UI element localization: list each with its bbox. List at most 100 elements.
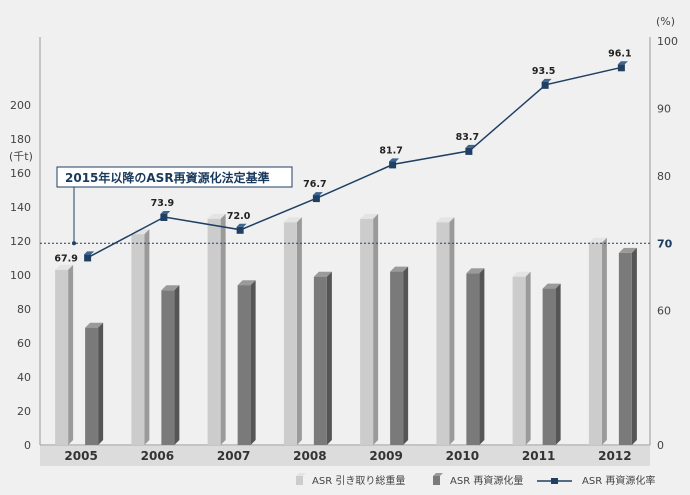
bar-total-weight-top: [360, 213, 379, 219]
left-tick-label: 180: [10, 133, 31, 146]
right-tick-label: 60: [657, 305, 671, 318]
bar-total-weight-side: [373, 213, 379, 445]
legend-swatch-total: [296, 476, 303, 485]
rate-data-label: 83.7: [456, 132, 479, 143]
rate-data-label: 73.9: [151, 198, 174, 209]
right-tick-label: 90: [657, 102, 671, 115]
left-axis-unit: (千t): [9, 150, 33, 163]
bar-total-weight: [55, 269, 69, 445]
bar-recycled-amount-side: [555, 283, 561, 445]
bar-recycled-amount: [466, 273, 480, 445]
bar-recycled-amount-side: [631, 247, 637, 445]
rate-marker-top: [389, 158, 400, 162]
x-tick-label: 2012: [598, 449, 631, 463]
rate-line: [87, 66, 623, 259]
bar-recycled-amount: [313, 276, 327, 445]
rate-data-label: 67.9: [54, 253, 77, 264]
rate-marker-top: [160, 210, 171, 214]
bar-recycled-amount-top: [85, 322, 104, 328]
bar-total-weight: [207, 218, 221, 445]
rate-marker: [160, 213, 168, 221]
bar-recycled-amount: [85, 327, 99, 445]
bar-total-weight: [512, 276, 526, 445]
legend-swatch-recycled-top: [433, 473, 443, 476]
rate-marker: [236, 226, 244, 234]
left-tick-label: 120: [10, 235, 31, 248]
bar-recycled-amount-top: [542, 283, 561, 289]
bar-total-weight-side: [68, 264, 74, 445]
bar-total-weight-side: [449, 217, 455, 445]
rate-marker: [84, 254, 92, 262]
x-tick-label: 2005: [64, 449, 97, 463]
x-axis-band: [40, 446, 650, 466]
legend-label-recycled: ASR 再資源化量: [450, 474, 523, 487]
x-tick-label: 2009: [369, 449, 402, 463]
bar-recycled-amount-side: [326, 271, 332, 445]
bar-total-weight: [131, 234, 145, 445]
bar-recycled-amount-side: [479, 268, 485, 445]
legend-swatch-rate-marker: [551, 478, 558, 484]
bar-recycled-amount-top: [237, 280, 256, 286]
left-tick-label: 60: [17, 337, 31, 350]
rate-data-label: 93.5: [532, 66, 555, 77]
annotation-box: [56, 166, 293, 188]
bar-total-weight-side: [220, 213, 226, 445]
bar-total-weight: [436, 222, 450, 445]
bar-recycled-amount-side: [250, 280, 256, 445]
rate-marker-top: [84, 251, 95, 255]
left-tick-label: 20: [17, 405, 31, 418]
rate-marker-top: [465, 144, 476, 148]
bar-recycled-amount: [618, 252, 632, 445]
bar-recycled-amount-top: [466, 268, 485, 274]
rate-marker-top: [236, 223, 247, 227]
rate-marker: [312, 195, 320, 203]
rate-data-label: 72.0: [227, 211, 251, 222]
bar-total-weight-top: [588, 237, 607, 243]
legend-swatch-recycled: [433, 476, 440, 485]
bar-recycled-amount-side: [174, 285, 180, 445]
bar-total-weight-top: [512, 271, 531, 277]
bar-total-weight: [588, 242, 602, 445]
bar-recycled-amount-top: [390, 266, 409, 272]
bar-total-weight-top: [131, 229, 150, 235]
bar-total-weight-side: [296, 217, 302, 445]
x-tick-label: 2011: [522, 449, 555, 463]
bar-total-weight: [360, 218, 374, 445]
bar-total-weight: [283, 222, 297, 445]
right-tick-label: 100: [657, 35, 678, 48]
bar-total-weight-top: [436, 217, 455, 223]
annotation-text: 2015年以降のASR再資源化法定基準: [65, 170, 270, 185]
rate-marker: [617, 64, 625, 72]
bar-recycled-amount-top: [161, 285, 180, 291]
bar-recycled-amount-side: [403, 266, 409, 445]
bar-recycled-amount-top: [313, 271, 332, 277]
rate-marker: [465, 147, 473, 155]
bar-recycled-amount: [390, 271, 404, 445]
left-tick-label: 200: [10, 99, 31, 112]
bar-recycled-amount-side: [98, 322, 104, 445]
legend-label-rate: ASR 再資源化率: [582, 474, 655, 487]
legend-label-total: ASR 引き取り総重量: [312, 474, 405, 487]
rate-data-label: 76.7: [303, 179, 326, 190]
bar-total-weight-top: [55, 264, 74, 270]
rate-marker: [541, 81, 549, 89]
rate-marker-top: [312, 192, 323, 196]
bar-total-weight-side: [525, 271, 531, 445]
left-tick-label: 0: [24, 439, 31, 452]
bar-total-weight-side: [601, 237, 607, 445]
left-tick-label: 140: [10, 201, 31, 214]
right-tick-label: 80: [657, 170, 671, 183]
rate-marker: [389, 161, 397, 169]
bar-recycled-amount: [237, 285, 251, 445]
rate-marker-top: [617, 61, 628, 65]
x-tick-label: 2010: [446, 449, 479, 463]
x-tick-label: 2008: [293, 449, 326, 463]
right-tick-label: 0: [657, 439, 664, 452]
left-tick-label: 80: [17, 303, 31, 316]
x-tick-label: 2007: [217, 449, 250, 463]
bar-recycled-amount: [161, 290, 175, 445]
rate-marker-top: [541, 78, 552, 82]
bar-total-weight-top: [283, 217, 302, 223]
